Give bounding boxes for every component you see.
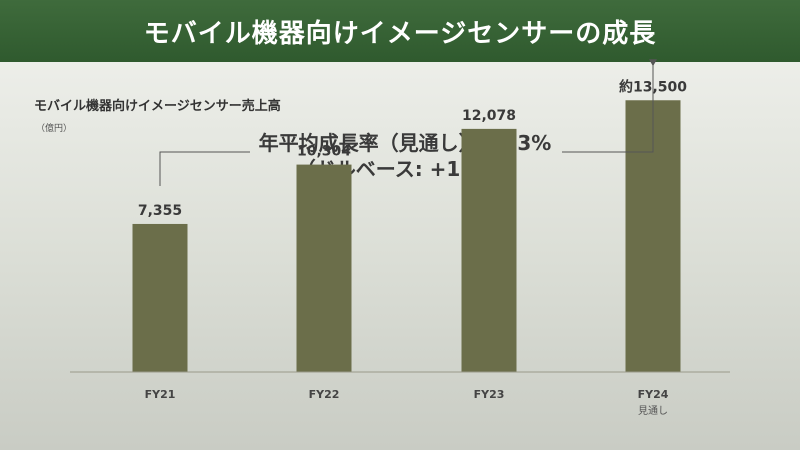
value-label: 12,078 xyxy=(462,108,516,124)
chart-title: モバイル機器向けイメージセンサー売上高 xyxy=(34,99,281,114)
category-label: FY22 xyxy=(309,388,340,401)
cagr-arrow-head xyxy=(649,59,657,67)
cagr-bracket-right xyxy=(562,60,654,153)
bar-fy22 xyxy=(296,164,352,372)
bar-fy23 xyxy=(461,128,517,372)
value-label: 10,304 xyxy=(297,144,351,160)
category-label: FY23 xyxy=(474,388,505,401)
cagr-bracket-left xyxy=(159,151,250,186)
category-label: FY21 xyxy=(145,388,176,401)
unit-label: （億円） xyxy=(36,124,73,134)
value-label: 7,355 xyxy=(138,203,182,219)
category-label: FY24 xyxy=(638,388,669,401)
slide-title: モバイル機器向けイメージセンサーの成長 xyxy=(143,18,657,49)
bar-fy21 xyxy=(132,223,188,372)
category-sublabel: 見通し xyxy=(638,405,668,417)
header-bar: モバイル機器向けイメージセンサーの成長 xyxy=(0,0,800,62)
